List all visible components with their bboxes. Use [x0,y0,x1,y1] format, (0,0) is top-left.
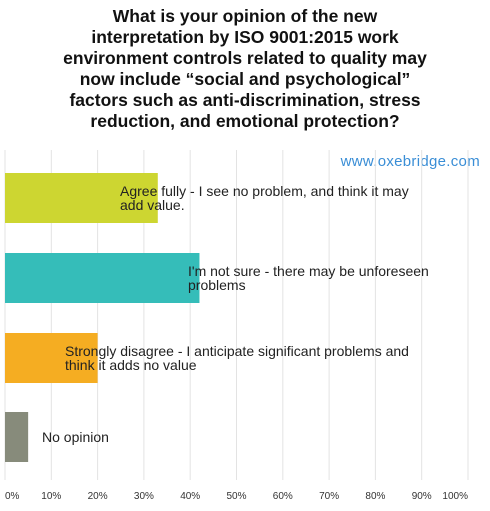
bar [5,173,158,223]
bar [5,253,200,303]
bar-label-line: Agree fully - I see no problem, and thin… [120,183,409,199]
x-tick-label: 100% [442,491,468,502]
x-tick-label: 70% [319,491,339,502]
bar-label: I'm not sure - there may be unforeseen pr… [188,263,429,293]
x-tick-label: 20% [88,491,108,502]
x-tick-label: 90% [412,491,432,502]
bar-label-line: problems [188,277,246,293]
bar-label: Strongly disagree - I anticipate signifi… [65,343,409,373]
x-tick-label: 50% [226,491,246,502]
x-tick-label: 30% [134,491,154,502]
chart-title-line: What is your opinion of the new [112,6,378,26]
x-tick-label: 10% [41,491,61,502]
bar-label-line: add value. [120,197,185,213]
x-tick-label: 60% [273,491,293,502]
bar-labels: Agree fully - I see no problem, and thin… [42,183,429,445]
chart-title: What is your opinion of the new interpret… [8,6,482,132]
chart-title-line: environment controls related to quality … [63,48,427,68]
x-tick-label: 40% [180,491,200,502]
x-tick-label: 0% [5,491,20,502]
bar [5,333,98,383]
chart-title-line: interpretation by ISO 9001:2015 work [91,27,399,47]
bar-label-line: No opinion [42,429,109,445]
x-axis-ticks: 0% 10% 20% 30% 40% 50% 60% 70% 80% 90% 100% [5,491,468,502]
chart-title-line: factors such as anti-discrimination, str… [69,90,421,110]
bar-label-line: think it adds no value [65,357,197,373]
bars [5,173,200,462]
bar-label: No opinion [42,429,109,445]
bar-label: Agree fully - I see no problem, and thin… [120,183,409,213]
x-tick-label: 80% [365,491,385,502]
chart-title-line: reduction, and emotional protection? [90,111,400,131]
bar-label-line: Strongly disagree - I anticipate signifi… [65,343,409,359]
bar-label-line: I'm not sure - there may be unforeseen [188,263,429,279]
chart-title-line: now include “social and psychological” [79,69,411,89]
bar [5,412,29,462]
